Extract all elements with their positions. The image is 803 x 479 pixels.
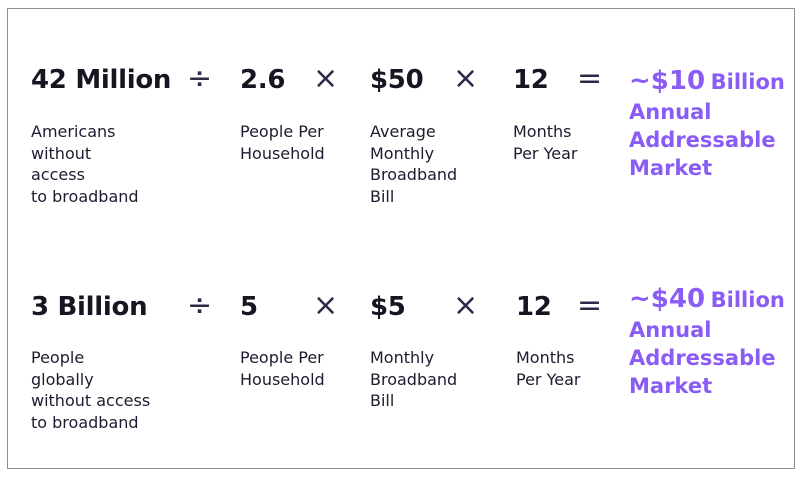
term-months-per-year: 12 <box>513 65 549 95</box>
term-label: Americans without access to broadband <box>31 122 139 206</box>
result-value: ~$10 <box>629 66 706 96</box>
term-households-numerator: 42 Million <box>31 65 172 95</box>
result-market-size: ~$40 Billion Annual Addressable Market <box>629 285 785 400</box>
result-description: Annual Addressable Market <box>629 318 776 398</box>
result-market-size: ~$10 Billion Annual Addressable Market <box>629 67 785 182</box>
multiply-operator: × <box>453 61 479 96</box>
term-people-per-household: 5 <box>240 292 258 322</box>
result-unit: Billion <box>710 70 785 94</box>
term-label: People Per Household <box>240 348 325 389</box>
equals-operator: = <box>577 61 603 96</box>
equals-operator: = <box>577 288 603 323</box>
result-value: ~$40 <box>629 284 706 314</box>
diagram-frame <box>7 8 795 469</box>
term-label: People globally without access to broadb… <box>31 348 151 432</box>
multiply-operator: × <box>453 288 479 323</box>
term-label: Average Monthly Broadband Bill <box>370 122 458 206</box>
divide-operator: ÷ <box>187 61 213 96</box>
term-people-per-household: 2.6 <box>240 65 286 95</box>
term-label: Months Per Year <box>513 122 578 163</box>
multiply-operator: × <box>313 288 339 323</box>
term-label: Monthly Broadband Bill <box>370 348 458 410</box>
result-description: Annual Addressable Market <box>629 100 776 180</box>
multiply-operator: × <box>313 61 339 96</box>
term-households-numerator: 3 Billion <box>31 292 148 322</box>
divide-operator: ÷ <box>187 288 213 323</box>
term-label: Months Per Year <box>516 348 581 389</box>
term-months-per-year: 12 <box>516 292 552 322</box>
term-monthly-bill: $5 <box>370 292 406 322</box>
result-unit: Billion <box>710 288 785 312</box>
term-label: People Per Household <box>240 122 325 163</box>
term-monthly-bill: $50 <box>370 65 424 95</box>
